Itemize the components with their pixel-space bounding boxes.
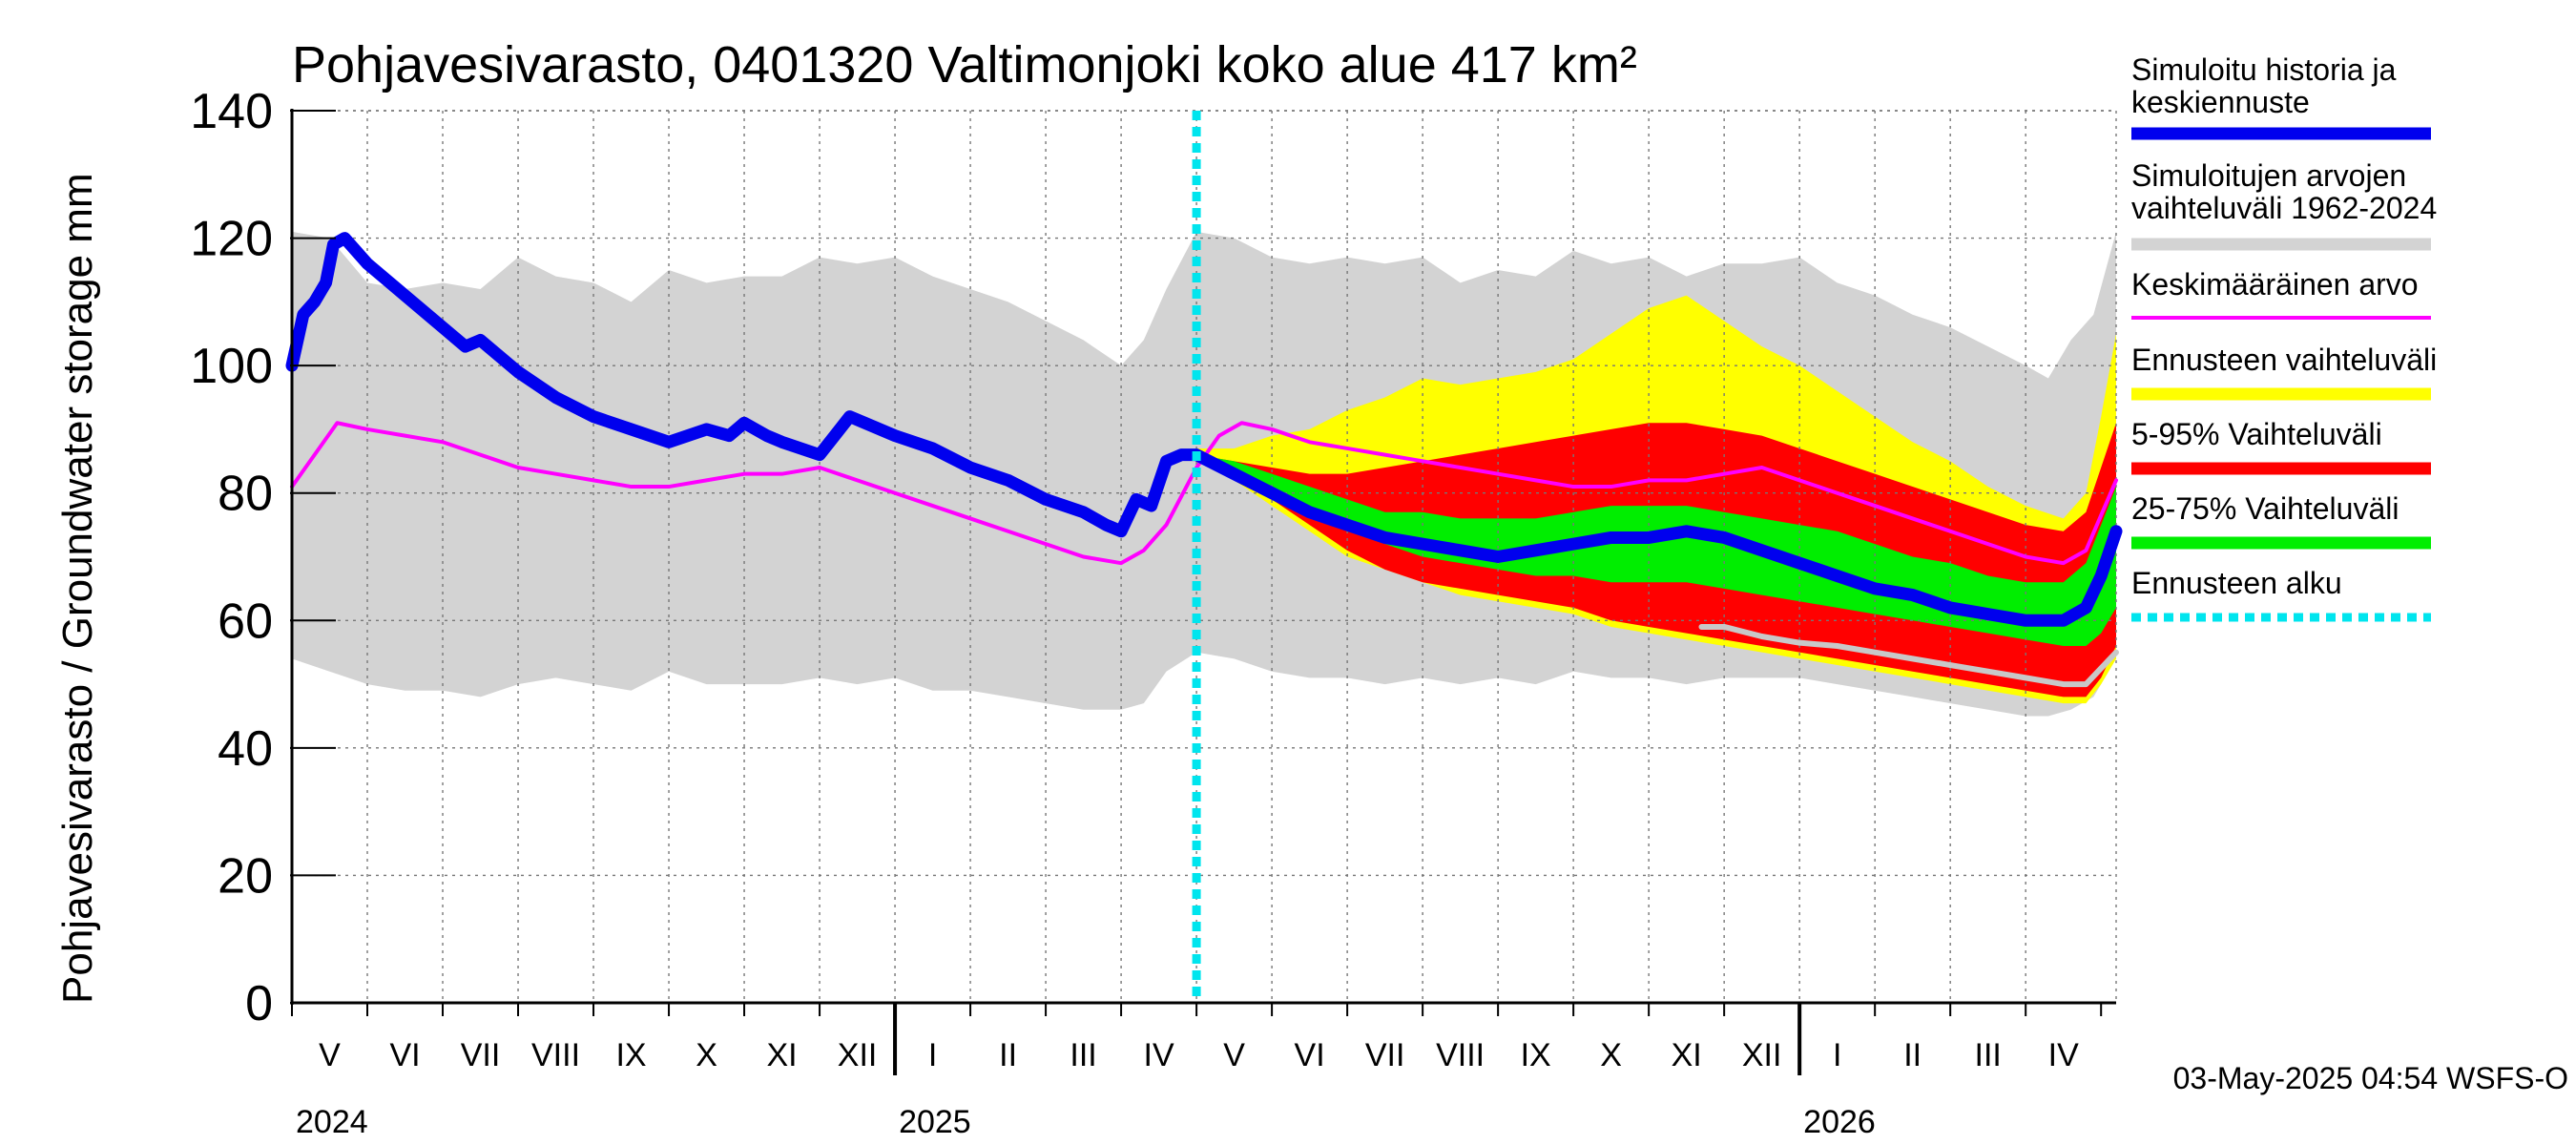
- x-month-label: IX: [1521, 1037, 1551, 1073]
- x-month-label: X: [696, 1037, 717, 1073]
- x-year-label: 2025: [899, 1104, 971, 1140]
- x-month-label: X: [1600, 1037, 1622, 1073]
- legend-label: Simuloitu historia ja: [2131, 52, 2397, 87]
- x-month-label: III: [1975, 1037, 2002, 1073]
- timestamp-footer: 03-May-2025 04:54 WSFS-O: [2173, 1061, 2568, 1095]
- x-year-label: 2026: [1803, 1104, 1876, 1140]
- legend-label: 5-95% Vaihteluväli: [2131, 417, 2382, 451]
- x-month-label: II: [999, 1037, 1017, 1073]
- chart-title: Pohjavesivarasto, 0401320 Valtimonjoki k…: [292, 36, 1637, 94]
- y-tick-label: 60: [218, 593, 273, 649]
- x-month-label: VI: [1295, 1037, 1325, 1073]
- x-month-label: II: [1903, 1037, 1922, 1073]
- y-tick-label: 80: [218, 467, 273, 522]
- x-month-label: IX: [615, 1037, 646, 1073]
- y-tick-label: 0: [245, 976, 273, 1031]
- x-month-label: VIII: [531, 1037, 580, 1073]
- x-month-label: XII: [838, 1037, 878, 1073]
- legend-label: vaihteluväli 1962-2024: [2131, 191, 2437, 225]
- legend-label: Simuloitujen arvojen: [2131, 158, 2406, 193]
- y-axis-label: Pohjavesivarasto / Groundwater storage m…: [54, 173, 101, 1004]
- x-month-label: V: [319, 1037, 341, 1073]
- legend-label: 25-75% Vaihteluväli: [2131, 491, 2399, 526]
- x-month-label: VII: [461, 1037, 501, 1073]
- x-month-label: I: [928, 1037, 937, 1073]
- x-month-label: XI: [766, 1037, 797, 1073]
- y-tick-label: 40: [218, 721, 273, 777]
- x-month-label: IV: [1144, 1037, 1174, 1073]
- legend-label: keskiennuste: [2131, 85, 2310, 119]
- legend-label: Ennusteen vaihteluväli: [2131, 343, 2437, 377]
- x-month-label: VIII: [1436, 1037, 1485, 1073]
- x-month-label: III: [1070, 1037, 1096, 1073]
- x-month-label: XI: [1672, 1037, 1702, 1073]
- y-tick-label: 140: [190, 84, 273, 139]
- grid: [292, 110, 2117, 1003]
- series-3-band: [1196, 454, 2116, 646]
- x-month-label: XII: [1742, 1037, 1782, 1073]
- y-tick-label: 100: [190, 339, 273, 394]
- legend-label: Keskimääräinen arvo: [2131, 267, 2419, 302]
- x-month-label: V: [1223, 1037, 1245, 1073]
- series-4-line: [1698, 623, 2119, 688]
- x-month-label: I: [1833, 1037, 1841, 1073]
- x-month-label: VII: [1365, 1037, 1405, 1073]
- legend-label: Ennusteen alku: [2131, 566, 2342, 600]
- x-year-label: 2024: [296, 1104, 368, 1140]
- x-month-label: VI: [389, 1037, 420, 1073]
- y-tick-label: 20: [218, 848, 273, 904]
- y-tick-label: 120: [190, 212, 273, 267]
- x-month-label: IV: [2048, 1037, 2079, 1073]
- series-6-line: [285, 232, 2123, 627]
